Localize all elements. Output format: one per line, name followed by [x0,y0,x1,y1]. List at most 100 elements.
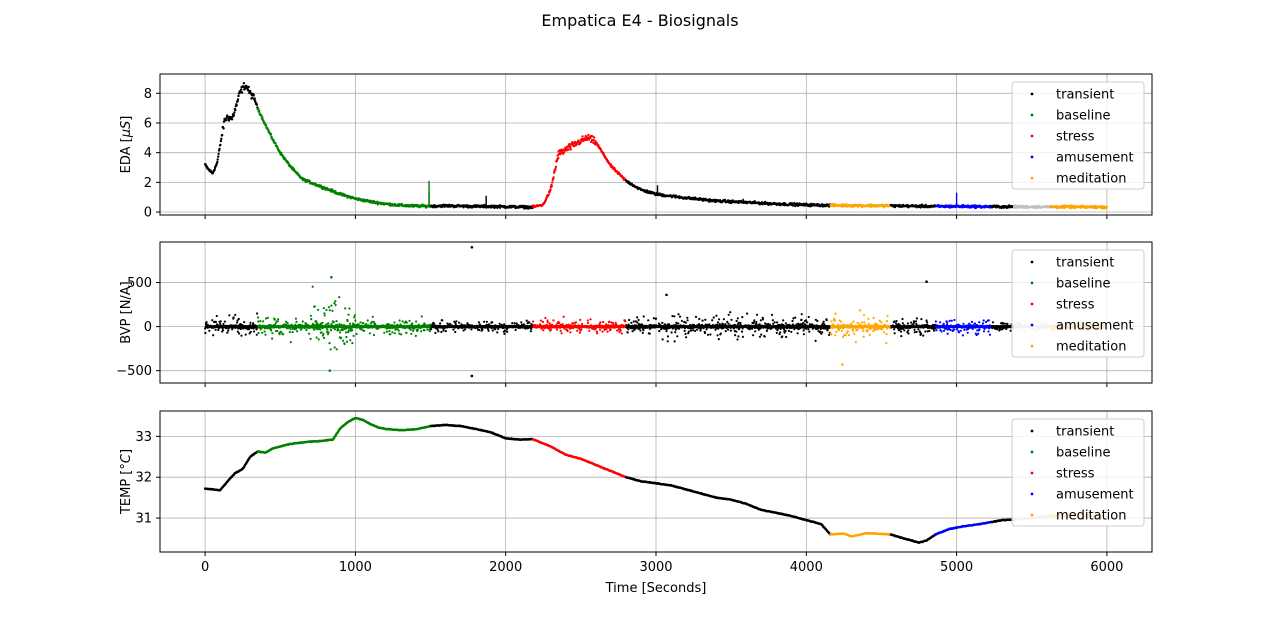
data-point [342,339,345,342]
data-point [247,85,250,89]
legend-label-amusement: amusement [1056,151,1134,166]
data-point [554,165,558,169]
data-point [257,107,260,111]
data-point [554,167,557,171]
data-point [546,321,549,324]
data-point [587,138,590,141]
data-point [514,328,517,332]
data-point [430,328,433,331]
data-point [566,329,569,333]
data-point [253,330,256,333]
data-point [661,338,664,341]
data-point [893,328,896,331]
data-point [346,319,349,323]
data-point [619,329,622,332]
data-point [222,329,225,332]
data-point [973,322,977,325]
data-point [251,96,254,99]
data-point [834,312,837,315]
data-point [840,320,843,323]
data-point [950,319,953,322]
data-point [953,328,956,331]
data-point [853,332,856,335]
legend-label-transient: transient [1056,88,1114,103]
data-point [503,332,506,335]
data-point [631,330,634,333]
data-point [441,319,444,322]
data-point [211,319,214,322]
data-point [602,320,605,324]
data-point [834,334,837,337]
data-point [978,328,981,331]
data-point [893,332,896,335]
data-point [348,322,352,325]
data-point [779,331,782,334]
data-point [393,332,396,335]
data-point [754,330,757,333]
data-point [329,348,332,351]
data-point [345,331,348,334]
data-point [225,119,228,122]
data-point [249,321,252,324]
data-point [327,331,330,334]
data-point [863,321,866,324]
data-point [330,322,333,326]
data-point [794,316,797,319]
data-point [677,313,680,316]
data-point [862,335,865,338]
data-point [574,321,578,324]
data-point [677,322,680,325]
data-point [217,328,220,332]
data-point [347,313,350,316]
data-point [704,318,707,321]
data-point [666,340,669,343]
data-point [222,322,225,326]
data-point [434,331,437,334]
data-point [957,331,961,334]
data-point [339,331,342,334]
data-point [694,329,697,332]
data-point [784,329,787,333]
data-point [549,188,552,191]
data-point [867,322,870,326]
data-point [647,319,650,322]
data-point [776,321,779,324]
data-point [483,320,486,323]
data-point [1004,322,1007,325]
data-point [314,320,318,323]
data-point [885,342,888,345]
data-point [333,346,336,349]
data-point [569,148,572,151]
data-point [458,321,461,324]
data-point [1105,205,1109,208]
data-point [665,330,668,333]
data-point [335,320,338,323]
data-point [333,302,336,305]
data-point [698,317,701,321]
data-point [219,320,222,323]
data-point [426,328,429,331]
data-point [637,318,640,322]
data-point [252,94,255,97]
data-point [263,330,266,333]
data-point [1006,322,1009,325]
data-point [528,321,531,324]
data-point [205,321,208,324]
data-point [560,332,563,335]
data-point [854,341,858,344]
data-point [985,320,988,323]
data-point [835,330,838,333]
legend-marker-baseline [1030,113,1034,117]
chart-title: Empatica E4 - Biosignals [541,11,738,30]
data-point [214,328,217,331]
data-point [261,116,264,119]
data-point [539,319,543,322]
data-point [741,335,745,338]
data-point [658,330,661,333]
data-point [946,321,949,324]
data-point [335,348,338,351]
data-point [939,321,942,324]
data-point [322,307,325,310]
data-point [636,316,639,319]
